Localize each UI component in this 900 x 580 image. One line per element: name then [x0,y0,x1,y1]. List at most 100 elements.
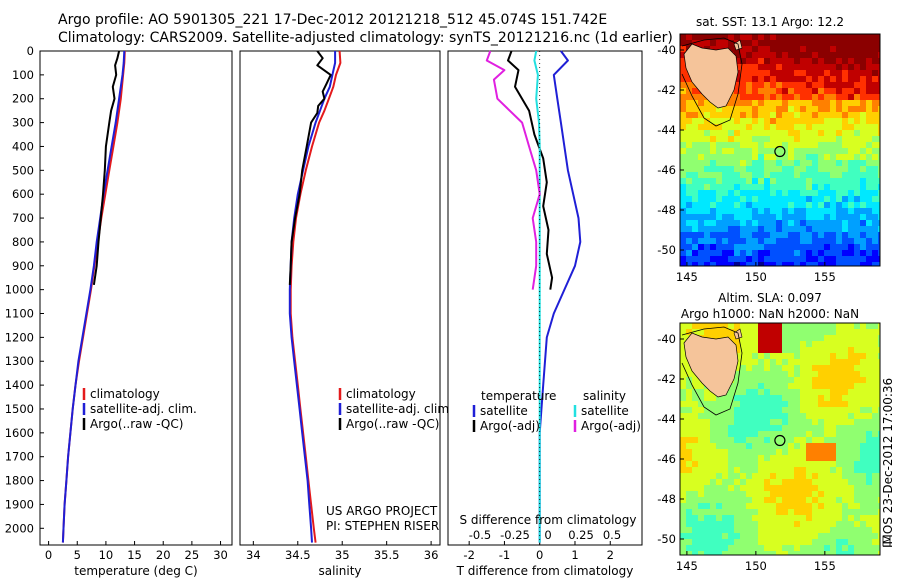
map-cell [812,545,819,552]
map-cell [872,425,879,432]
map-cell [740,94,747,101]
map-cell [764,497,771,504]
map-cell [686,184,693,191]
map-cell [698,467,705,474]
map-cell [872,521,879,528]
map-cell [704,497,711,504]
map-cell [680,52,687,59]
map-cell [770,256,777,263]
map-cell [794,371,801,378]
map-cell [854,124,861,131]
map-cell [686,82,693,89]
map-cell [746,461,753,468]
map-cell [680,497,687,504]
map-cell [722,479,729,486]
map-cell [716,485,723,492]
map-cell [746,154,753,161]
map-cell [806,359,813,366]
map-cell [758,377,765,384]
map-cell [764,431,771,438]
map-cell [734,533,741,540]
map-cell [860,196,867,203]
map-cell [866,46,873,53]
map-cell [836,82,843,89]
map-cell [830,497,837,504]
map-cell [680,323,687,330]
map-cell [878,545,881,552]
map-cell [806,377,813,384]
map-cell [854,226,861,233]
map-cell [686,431,693,438]
map-cell [854,82,861,89]
map-cell [716,431,723,438]
map-cell [740,515,747,522]
map-cell [866,551,873,556]
map-cell [842,88,849,95]
map-cell [794,497,801,504]
map-cell [692,172,699,179]
map-cell [734,172,741,179]
map-cell [686,196,693,203]
map-cell [686,100,693,107]
map-cell [788,449,795,456]
map-cell [776,70,783,77]
map-cell [740,100,747,107]
map-cell [752,34,759,41]
map-cell [746,232,753,239]
map-cell [860,413,867,420]
map-cell [764,449,771,456]
map-cell [860,401,867,408]
map-cell [686,449,693,456]
map-cell [746,214,753,221]
map-cell [800,142,807,149]
map-cell [776,413,783,420]
map-cell [824,106,831,113]
map-cell [830,521,837,528]
map-cell [746,359,753,366]
map-cell [788,214,795,221]
map-cell [722,112,729,119]
map-cell [854,479,861,486]
map-cell [746,539,753,546]
map-cell [848,172,855,179]
map-cell [842,497,849,504]
map-cell [758,82,765,89]
difference-panel: -2 -1 0 1 2T difference from climatologytemp… [447,50,643,578]
map-cell [722,178,729,185]
map-cell [800,166,807,173]
map-cell [848,202,855,209]
map-cell [752,335,759,342]
map-cell [866,545,873,552]
map-cell [728,479,735,486]
x-tick-label: -1 [499,548,510,562]
map-cell [860,461,867,468]
map-cell [782,503,789,510]
map-cell [716,551,723,556]
map-cell [764,52,771,59]
map-cell [758,407,765,414]
map-cell [686,515,693,522]
map-cell [878,383,881,390]
map-cell [830,533,837,540]
map-cell [854,497,861,504]
map-cell [686,130,693,137]
map-cell [746,100,753,107]
map-cell [842,419,849,426]
map-cell [728,250,735,257]
map-cell [818,82,825,89]
map-cell [818,347,825,354]
map-cell [782,136,789,143]
map-cell [776,112,783,119]
map-cell [854,166,861,173]
map-cell [854,377,861,384]
map-cell [752,226,759,233]
map-cell [872,467,879,474]
map-cell [800,46,807,53]
map-cell [806,485,813,492]
map-cell [788,46,795,53]
map-cell [704,389,711,396]
map-cell [734,148,741,155]
map-cell [740,377,747,384]
map-cell [812,184,819,191]
map-cell [770,527,777,534]
